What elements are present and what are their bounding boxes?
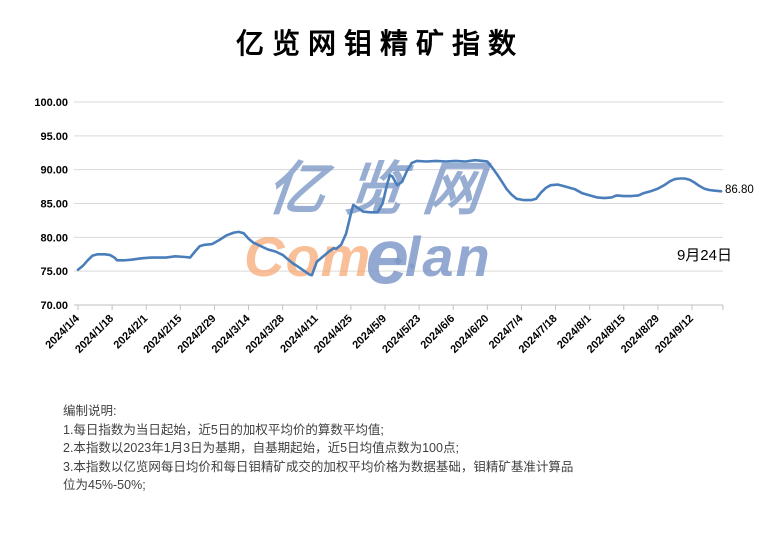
y-axis-tick-label: 80.00 xyxy=(40,232,68,244)
last-value-data-label: 86.80 xyxy=(725,184,754,196)
y-axis-tick-label: 95.00 xyxy=(40,131,68,143)
y-axis-tick-label: 90.00 xyxy=(40,165,68,177)
y-axis-tick-label: 70.00 xyxy=(40,300,68,312)
index-series-line xyxy=(76,158,723,277)
note-item-1: 1.每日指数为当日起始，近5日的加权平均价的算数平均值; xyxy=(63,422,384,437)
notes-heading: 编制说明: xyxy=(63,404,117,418)
notes-block: 编制说明: 1.每日指数为当日起始，近5日的加权平均价的算数平均值; 2.本指数… xyxy=(63,402,575,495)
y-axis-tick-label: 100.00 xyxy=(34,97,68,109)
note-item-3: 3.本指数以亿览网每日均价和每日钼精矿成交的加权平均价格为数据基础，钼精矿基准计… xyxy=(63,459,574,493)
chart-title: 亿览网钼精矿指数 xyxy=(235,27,524,60)
y-axis-tick-label: 75.00 xyxy=(40,266,68,278)
note-item-2: 2.本指数以2023年1月3日为基期，自基期起始，近5日均值点数为100点; xyxy=(63,441,459,455)
y-axis-tick-label: 85.00 xyxy=(40,199,68,211)
date-annotation: 9月24日 xyxy=(676,247,732,264)
